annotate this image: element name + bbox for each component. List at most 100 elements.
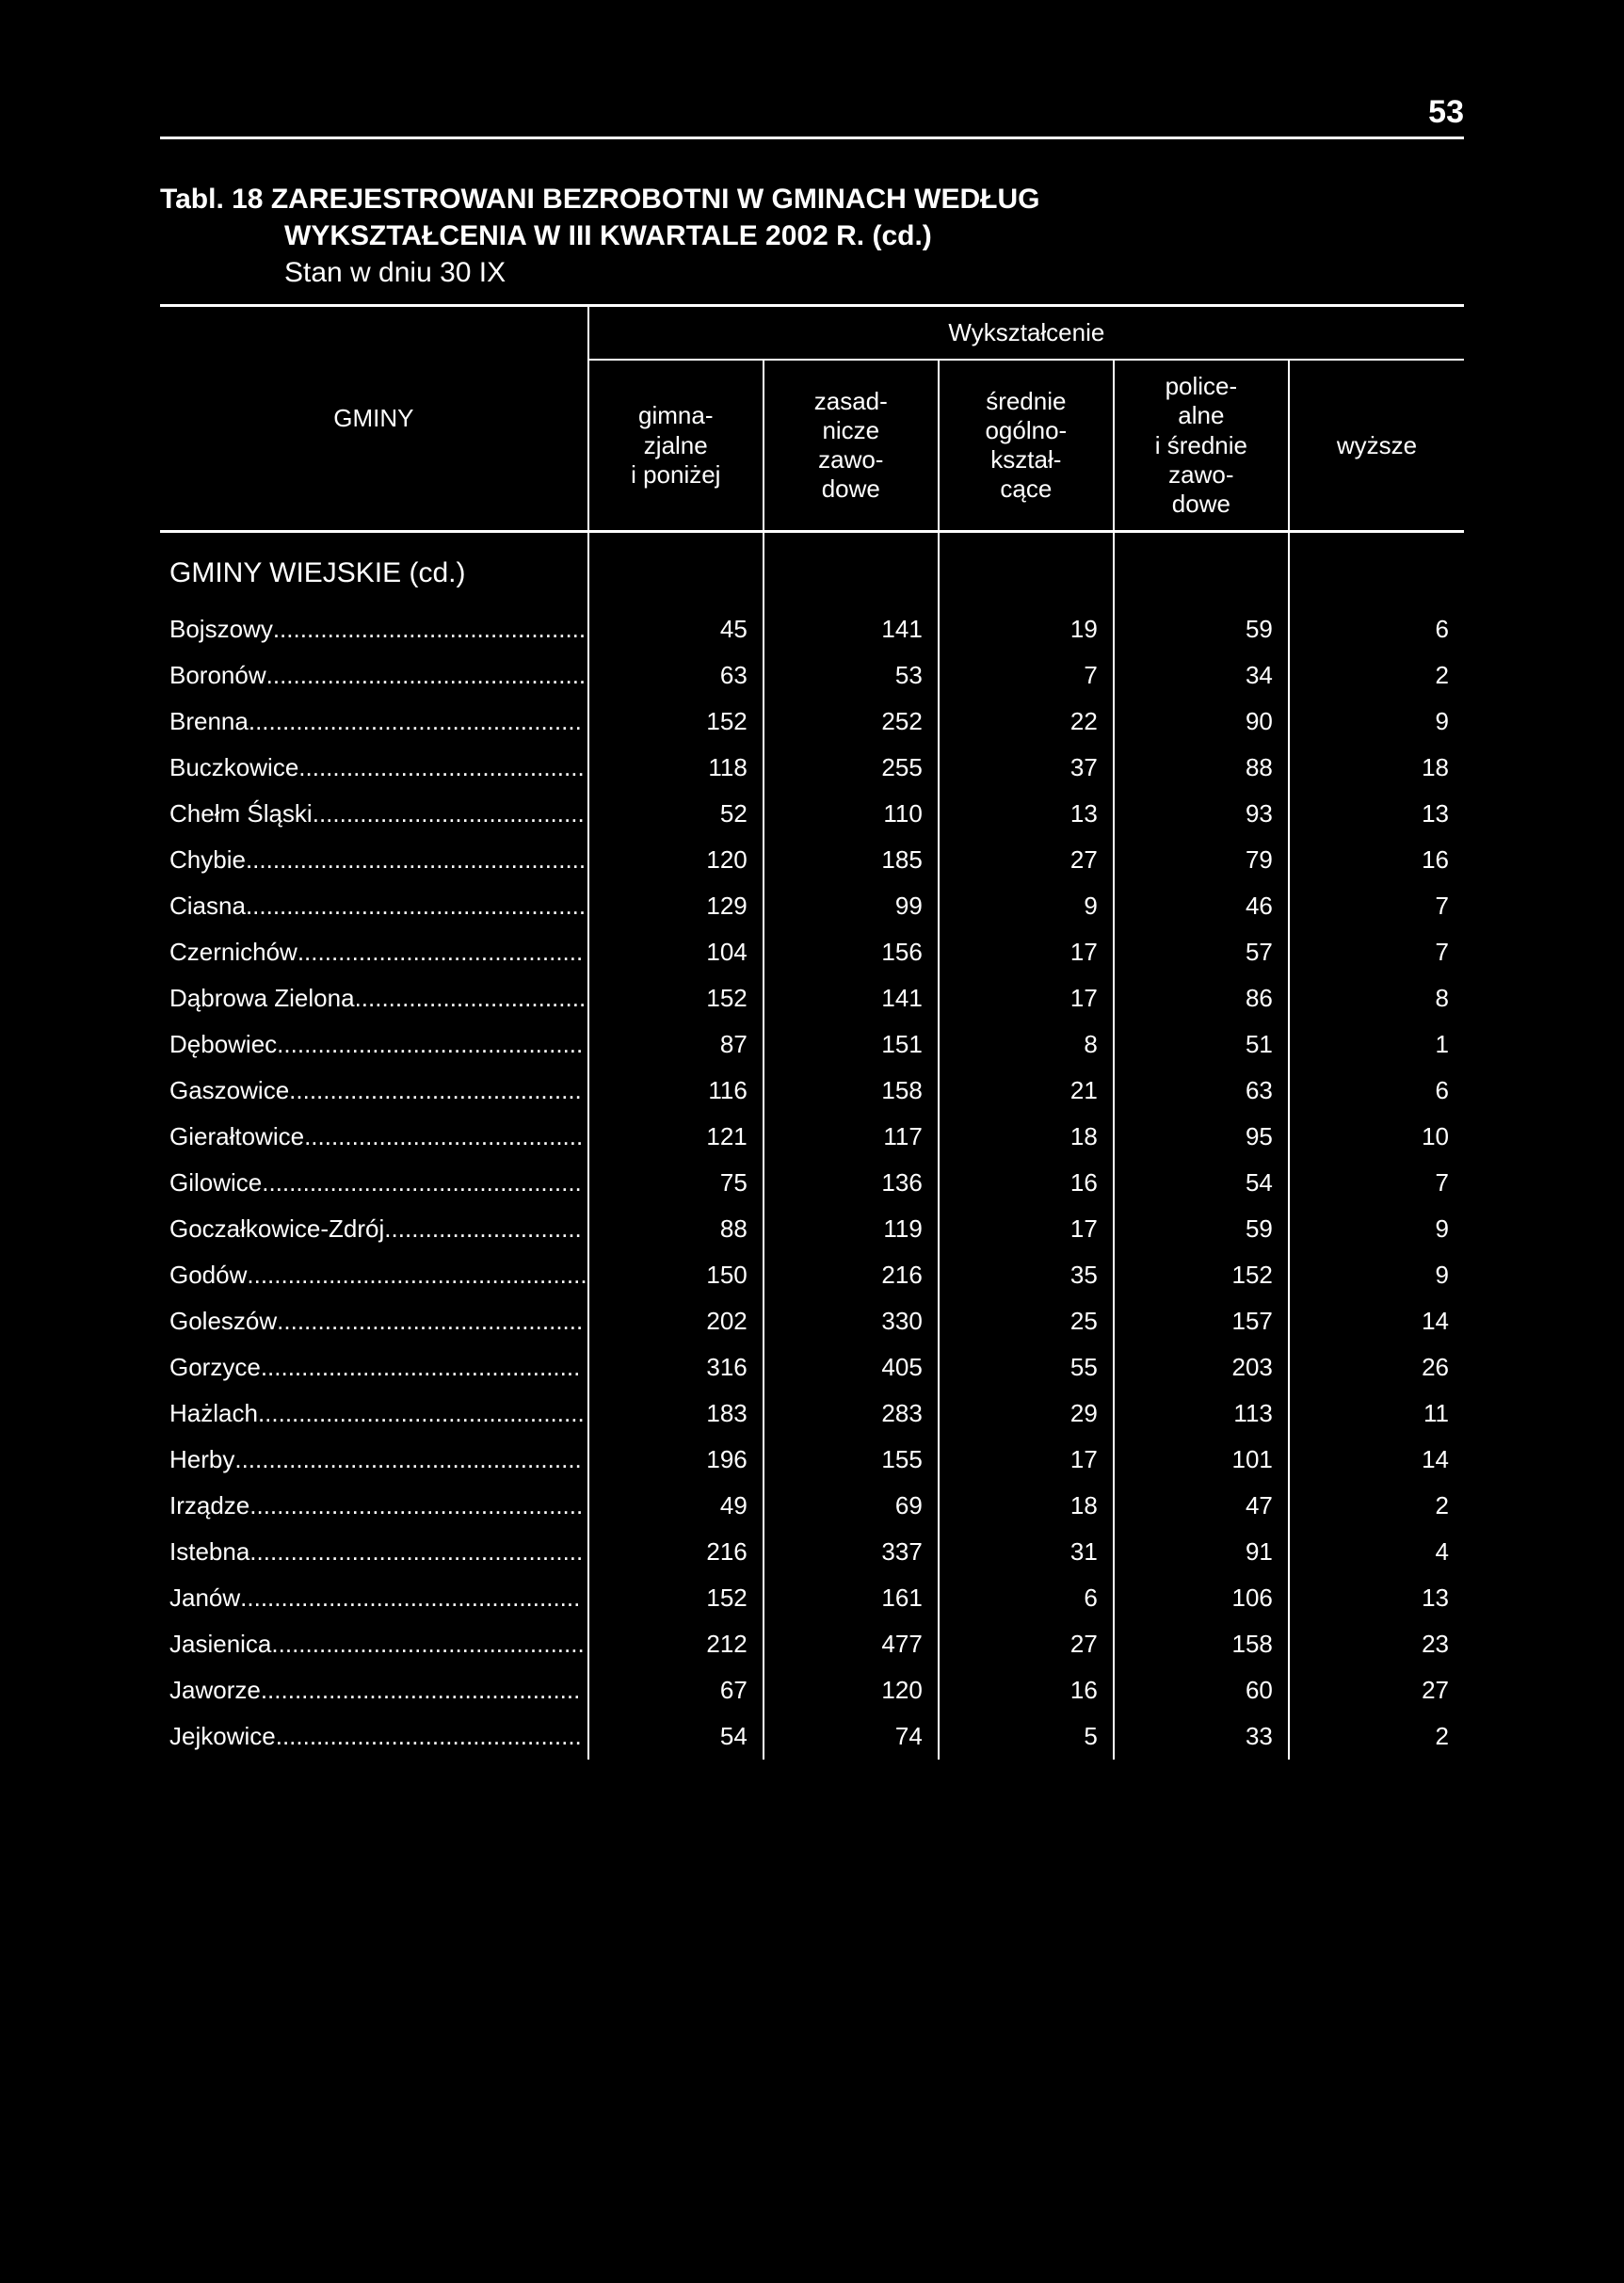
cell-value: 33 bbox=[1114, 1713, 1289, 1760]
cell-value: 10 bbox=[1289, 1114, 1464, 1160]
cell-value: 27 bbox=[1289, 1667, 1464, 1713]
section-empty bbox=[588, 532, 764, 607]
title-prefix: Tabl. 18 bbox=[160, 184, 263, 215]
cell-value: 121 bbox=[588, 1114, 764, 1160]
cell-value: 116 bbox=[588, 1068, 764, 1114]
col-group: Wykształcenie bbox=[588, 306, 1464, 361]
table-row: Bojszowy ...............................… bbox=[160, 606, 1464, 652]
row-name: Janów ..................................… bbox=[160, 1575, 588, 1621]
row-name: Irządze ................................… bbox=[160, 1483, 588, 1529]
col-c3: średnieogólno-kształ-cące bbox=[939, 360, 1114, 531]
cell-value: 54 bbox=[588, 1713, 764, 1760]
cell-value: 47 bbox=[1114, 1483, 1289, 1529]
row-name: Czernichów .............................… bbox=[160, 929, 588, 975]
table-row: Dąbrowa Zielona ........................… bbox=[160, 975, 1464, 1021]
cell-value: 7 bbox=[1289, 1160, 1464, 1206]
cell-value: 52 bbox=[588, 791, 764, 837]
col-c2: zasad-niczezawo-dowe bbox=[764, 360, 939, 531]
cell-value: 155 bbox=[764, 1437, 939, 1483]
cell-value: 6 bbox=[1289, 606, 1464, 652]
cell-value: 75 bbox=[588, 1160, 764, 1206]
cell-value: 67 bbox=[588, 1667, 764, 1713]
cell-value: 9 bbox=[1289, 1206, 1464, 1252]
table-row: Chełm Śląski ...........................… bbox=[160, 791, 1464, 837]
table-row: Irządze ................................… bbox=[160, 1483, 1464, 1529]
cell-value: 16 bbox=[939, 1667, 1114, 1713]
cell-value: 45 bbox=[588, 606, 764, 652]
cell-value: 14 bbox=[1289, 1298, 1464, 1344]
cell-value: 118 bbox=[588, 745, 764, 791]
section-empty bbox=[939, 532, 1114, 607]
table-row: Jejkowice ..............................… bbox=[160, 1713, 1464, 1760]
cell-value: 18 bbox=[939, 1114, 1114, 1160]
cell-value: 27 bbox=[939, 1621, 1114, 1667]
table-row: Hażlach ................................… bbox=[160, 1391, 1464, 1437]
cell-value: 1 bbox=[1289, 1021, 1464, 1068]
table-row: Ciasna .................................… bbox=[160, 883, 1464, 929]
cell-value: 13 bbox=[1289, 791, 1464, 837]
table-row: Goleszów ...............................… bbox=[160, 1298, 1464, 1344]
cell-value: 27 bbox=[939, 837, 1114, 883]
row-name: Chełm Śląski ...........................… bbox=[160, 791, 588, 837]
table-row: Godów ..................................… bbox=[160, 1252, 1464, 1298]
cell-value: 87 bbox=[588, 1021, 764, 1068]
cell-value: 79 bbox=[1114, 837, 1289, 883]
cell-value: 29 bbox=[939, 1391, 1114, 1437]
col-c1: gimna-zjalnei poniżej bbox=[588, 360, 764, 531]
cell-value: 156 bbox=[764, 929, 939, 975]
table-row: Jaworze ................................… bbox=[160, 1667, 1464, 1713]
row-name: Bojszowy ...............................… bbox=[160, 606, 588, 652]
table-row: Gilowice ...............................… bbox=[160, 1160, 1464, 1206]
cell-value: 11 bbox=[1289, 1391, 1464, 1437]
cell-value: 51 bbox=[1114, 1021, 1289, 1068]
section-row: GMINY WIEJSKIE (cd.) bbox=[160, 532, 1464, 607]
cell-value: 283 bbox=[764, 1391, 939, 1437]
cell-value: 13 bbox=[939, 791, 1114, 837]
cell-value: 110 bbox=[764, 791, 939, 837]
page: 53 Tabl. 18 ZAREJESTROWANI BEZROBOTNI W … bbox=[0, 0, 1624, 1816]
table-row: Jasienica ..............................… bbox=[160, 1621, 1464, 1667]
row-name: Gaszowice ..............................… bbox=[160, 1068, 588, 1114]
section-empty bbox=[1289, 532, 1464, 607]
cell-value: 13 bbox=[1289, 1575, 1464, 1621]
cell-value: 158 bbox=[1114, 1621, 1289, 1667]
cell-value: 337 bbox=[764, 1529, 939, 1575]
row-name: Dąbrowa Zielona ........................… bbox=[160, 975, 588, 1021]
cell-value: 2 bbox=[1289, 1713, 1464, 1760]
row-name: Godów ..................................… bbox=[160, 1252, 588, 1298]
col-c5: wyższe bbox=[1289, 360, 1464, 531]
cell-value: 59 bbox=[1114, 606, 1289, 652]
cell-value: 18 bbox=[939, 1483, 1114, 1529]
row-name: Dębowiec ...............................… bbox=[160, 1021, 588, 1068]
cell-value: 60 bbox=[1114, 1667, 1289, 1713]
cell-value: 91 bbox=[1114, 1529, 1289, 1575]
cell-value: 5 bbox=[939, 1713, 1114, 1760]
cell-value: 477 bbox=[764, 1621, 939, 1667]
cell-value: 6 bbox=[939, 1575, 1114, 1621]
cell-value: 216 bbox=[764, 1252, 939, 1298]
cell-value: 16 bbox=[1289, 837, 1464, 883]
table-body: GMINY WIEJSKIE (cd.) Bojszowy ..........… bbox=[160, 532, 1464, 1760]
cell-value: 53 bbox=[764, 652, 939, 699]
cell-value: 93 bbox=[1114, 791, 1289, 837]
cell-value: 14 bbox=[1289, 1437, 1464, 1483]
cell-value: 2 bbox=[1289, 652, 1464, 699]
cell-value: 17 bbox=[939, 1437, 1114, 1483]
cell-value: 63 bbox=[588, 652, 764, 699]
row-name: Jejkowice ..............................… bbox=[160, 1713, 588, 1760]
cell-value: 136 bbox=[764, 1160, 939, 1206]
cell-value: 101 bbox=[1114, 1437, 1289, 1483]
cell-value: 16 bbox=[939, 1160, 1114, 1206]
table-row: Herby ..................................… bbox=[160, 1437, 1464, 1483]
row-name: Hażlach ................................… bbox=[160, 1391, 588, 1437]
cell-value: 405 bbox=[764, 1344, 939, 1391]
cell-value: 183 bbox=[588, 1391, 764, 1437]
cell-value: 2 bbox=[1289, 1483, 1464, 1529]
cell-value: 252 bbox=[764, 699, 939, 745]
cell-value: 113 bbox=[1114, 1391, 1289, 1437]
cell-value: 25 bbox=[939, 1298, 1114, 1344]
table-title: Tabl. 18 ZAREJESTROWANI BEZROBOTNI W GMI… bbox=[160, 181, 1464, 291]
cell-value: 88 bbox=[1114, 745, 1289, 791]
cell-value: 7 bbox=[939, 652, 1114, 699]
cell-value: 316 bbox=[588, 1344, 764, 1391]
